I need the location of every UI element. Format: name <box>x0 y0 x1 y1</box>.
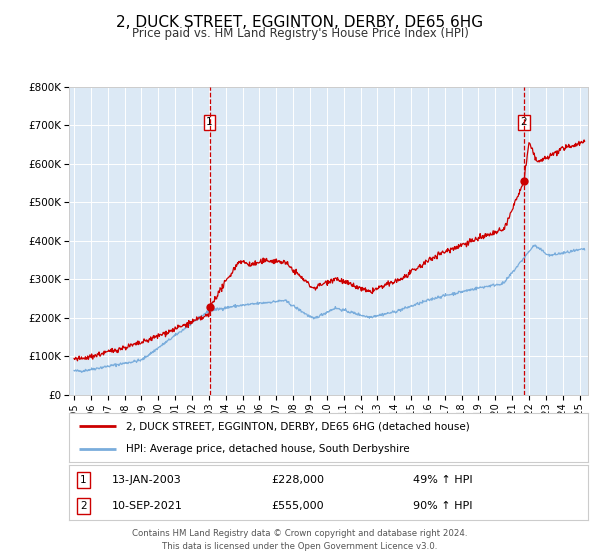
Text: 90% ↑ HPI: 90% ↑ HPI <box>413 501 472 511</box>
Text: £555,000: £555,000 <box>271 501 323 511</box>
Text: 1: 1 <box>206 117 213 127</box>
Text: £228,000: £228,000 <box>271 475 324 484</box>
Text: 13-JAN-2003: 13-JAN-2003 <box>112 475 182 484</box>
Text: 10-SEP-2021: 10-SEP-2021 <box>112 501 182 511</box>
Text: 2: 2 <box>80 501 87 511</box>
Text: 49% ↑ HPI: 49% ↑ HPI <box>413 475 472 484</box>
Text: HPI: Average price, detached house, South Derbyshire: HPI: Average price, detached house, Sout… <box>126 444 410 454</box>
Text: Price paid vs. HM Land Registry's House Price Index (HPI): Price paid vs. HM Land Registry's House … <box>131 27 469 40</box>
Text: Contains HM Land Registry data © Crown copyright and database right 2024.
This d: Contains HM Land Registry data © Crown c… <box>132 529 468 550</box>
Text: 2, DUCK STREET, EGGINTON, DERBY, DE65 6HG (detached house): 2, DUCK STREET, EGGINTON, DERBY, DE65 6H… <box>126 421 470 431</box>
Text: 1: 1 <box>80 475 87 484</box>
Text: 2, DUCK STREET, EGGINTON, DERBY, DE65 6HG: 2, DUCK STREET, EGGINTON, DERBY, DE65 6H… <box>116 15 484 30</box>
Text: 2: 2 <box>520 117 527 127</box>
